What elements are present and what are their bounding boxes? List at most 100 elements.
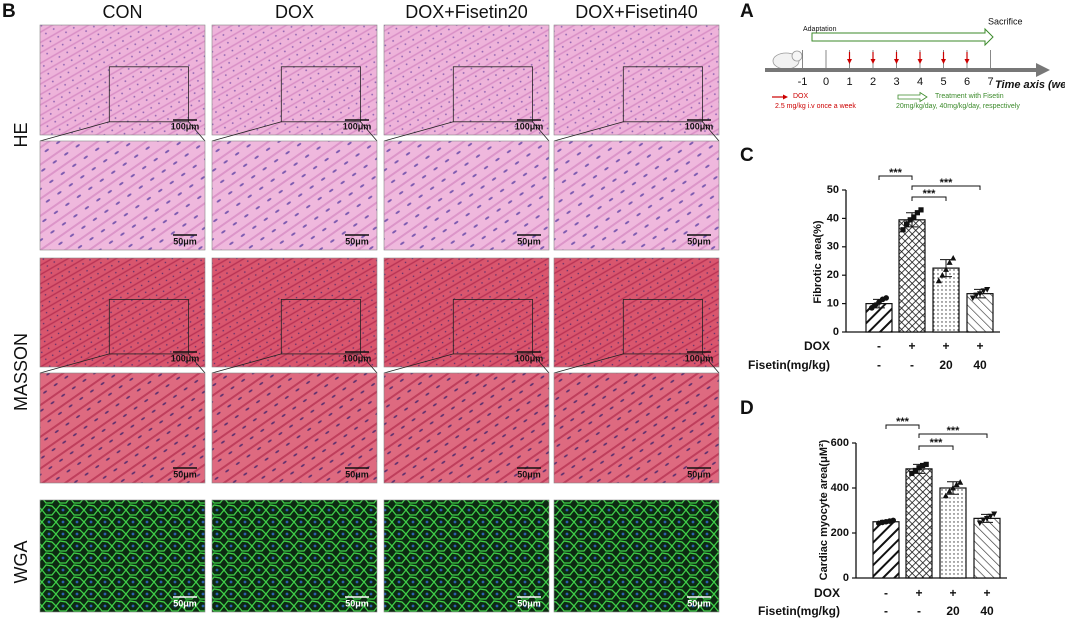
- dox-arrow-head: [964, 59, 970, 64]
- data-point: [950, 484, 956, 491]
- inset-box: [108, 299, 189, 355]
- row-label: MASSON: [11, 333, 31, 411]
- bar: [973, 517, 1001, 579]
- row-label: WGA: [11, 541, 31, 584]
- data-point: [916, 465, 922, 471]
- zoom-line: [360, 121, 378, 142]
- week-label: 5: [940, 76, 946, 88]
- zoom-line: [39, 353, 110, 374]
- scale-bar-label: 100μm: [685, 353, 714, 363]
- significance-label: ***: [923, 188, 937, 200]
- week-label: 7: [987, 76, 993, 88]
- micrograph: [39, 499, 206, 613]
- significance-label: ***: [896, 416, 910, 428]
- zoom-line: [532, 353, 550, 374]
- adaptation-label: Adaptation: [803, 26, 837, 33]
- table-cell: +: [942, 339, 949, 353]
- table-cell: +: [915, 586, 922, 600]
- scale-bar-label: 50μm: [173, 236, 197, 246]
- data-point: [957, 479, 964, 485]
- panel-label: A: [740, 1, 754, 22]
- data-point: [976, 520, 983, 527]
- week-label: -1: [798, 76, 808, 88]
- micrograph: [39, 257, 206, 368]
- micrograph: [383, 24, 550, 136]
- data-point: [918, 207, 924, 213]
- y-tick-label: 600: [831, 437, 849, 449]
- scale-bar-label: 50μm: [517, 236, 541, 246]
- table-row-label: Fisetin(mg/kg): [758, 604, 840, 618]
- inset-box: [280, 66, 361, 123]
- zoom-line: [553, 353, 624, 374]
- data-point: [914, 210, 920, 216]
- column-header: DOX+Fisetin40: [575, 2, 698, 22]
- data-point: [907, 217, 913, 223]
- scale-bar-label: 50μm: [173, 469, 197, 479]
- data-point: [920, 462, 926, 469]
- micrograph: [39, 140, 206, 251]
- significance-label: ***: [940, 177, 954, 189]
- dox-label: DOX: [793, 93, 809, 100]
- significance-label: ***: [930, 437, 944, 449]
- inset-box: [280, 299, 361, 355]
- micrograph: [553, 140, 720, 251]
- data-point: [987, 513, 994, 520]
- micrograph: [39, 24, 206, 136]
- micrograph: [211, 499, 378, 613]
- table-cell: 20: [939, 358, 953, 372]
- data-point: [946, 488, 953, 494]
- scale-bar-label: 50μm: [517, 469, 541, 479]
- dox-arrow-head: [894, 59, 899, 64]
- significance-label: ***: [947, 425, 961, 437]
- dox-arrow-head: [941, 59, 946, 64]
- micrograph: [211, 257, 378, 368]
- data-point: [977, 291, 983, 297]
- inset-box: [622, 299, 703, 355]
- week-label: 1: [846, 76, 852, 88]
- y-tick-label: 20: [827, 269, 839, 281]
- significance-bracket: [878, 175, 913, 180]
- y-tick-label: 400: [831, 482, 849, 494]
- scale-bar-label: 50μm: [687, 598, 711, 608]
- scale-bar-label: 50μm: [517, 598, 541, 608]
- column-header: DOX: [275, 2, 314, 22]
- scale-bar-label: 100μm: [685, 121, 714, 131]
- data-point: [943, 266, 949, 272]
- data-point: [980, 288, 987, 295]
- data-point: [939, 272, 946, 278]
- data-point: [973, 292, 980, 299]
- micrograph: [553, 24, 720, 136]
- y-axis-label: Cardiac myocyte area(μM²): [818, 439, 830, 580]
- significance-bracket: [911, 185, 981, 190]
- scale-bar-label: 50μm: [345, 236, 369, 246]
- data-point: [942, 492, 949, 499]
- scale-bar-label: 100μm: [171, 353, 200, 363]
- dox-arrow-head: [847, 59, 852, 64]
- zoom-line: [211, 121, 282, 142]
- table-row-label: DOX: [804, 339, 830, 353]
- data-point: [890, 517, 896, 524]
- significance-bracket: [911, 196, 947, 201]
- column-header: CON: [103, 2, 143, 22]
- data-point: [911, 214, 917, 220]
- y-axis-label: Fibrotic area(%): [812, 220, 824, 303]
- bar: [939, 487, 967, 579]
- table-row-label: DOX: [814, 586, 840, 600]
- dox-dose: 2.5 mg/kg i.v once a week: [775, 103, 856, 110]
- table-cell: +: [976, 339, 983, 353]
- dox-arrow-head: [917, 59, 923, 64]
- scale-bar-label: 50μm: [687, 469, 711, 479]
- y-tick-label: 40: [827, 212, 839, 224]
- table-row-label: Fisetin(mg/kg): [748, 358, 830, 372]
- week-label: 6: [964, 76, 970, 88]
- table-cell: -: [884, 604, 888, 618]
- panel-label: B: [2, 1, 16, 22]
- y-tick-label: 0: [843, 572, 849, 584]
- micrograph: [553, 257, 720, 368]
- micrograph: [383, 372, 550, 484]
- zoom-line: [188, 353, 206, 374]
- y-tick-label: 200: [831, 527, 849, 539]
- panel-label: D: [740, 398, 754, 419]
- scale-bar-label: 50μm: [345, 598, 369, 608]
